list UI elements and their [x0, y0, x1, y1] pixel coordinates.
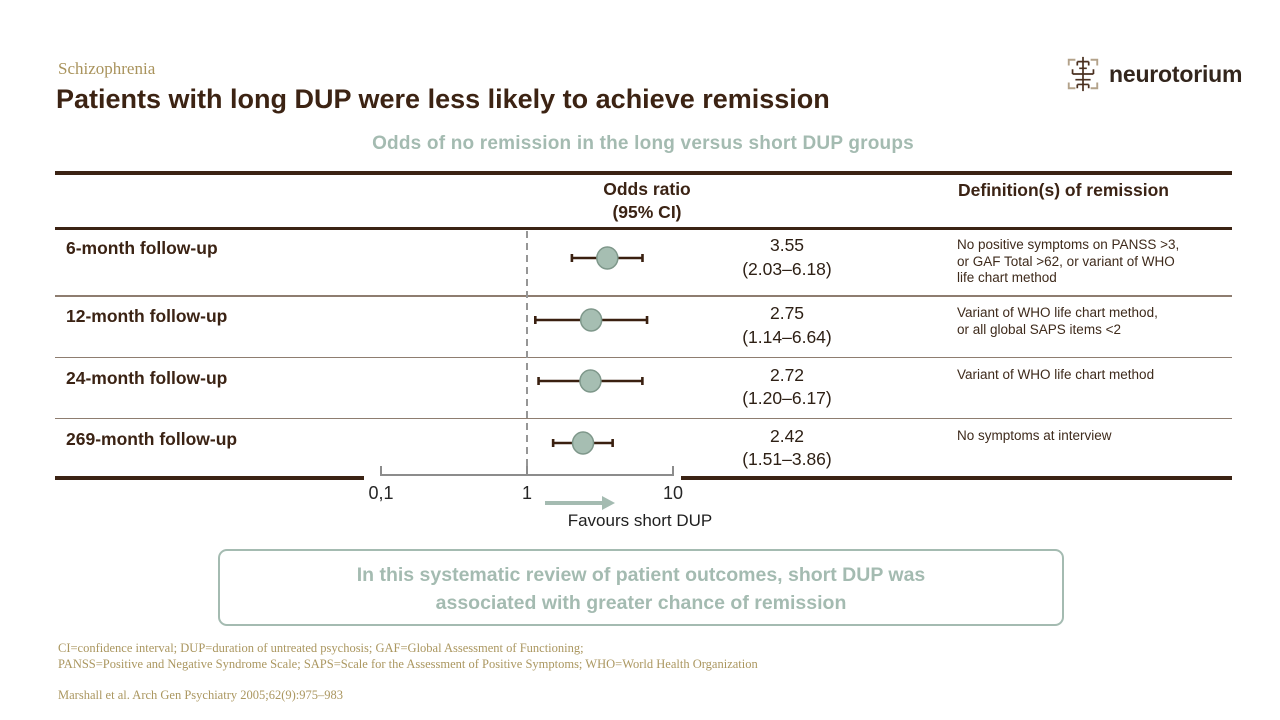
- row-separator: [55, 295, 1232, 297]
- x-tick-label: 1: [522, 483, 532, 503]
- odds-ratio-column-header: Odds ratio (95% CI): [603, 179, 691, 222]
- summary-line-1: In this systematic review of patient out…: [356, 564, 926, 586]
- row-label-1: 6-month follow-up: [66, 238, 218, 258]
- neurotorium-logo: neurotorium: [1064, 55, 1242, 93]
- definition-text-4: No symptoms at interview: [957, 427, 1112, 443]
- row-separator: [55, 356, 1232, 358]
- or-point: [571, 431, 595, 455]
- odds-ratio-value-1: 3.55 (2.03–6.18): [742, 235, 832, 279]
- x-axis: [380, 466, 674, 476]
- table-top-border: [55, 171, 1232, 175]
- definition-text-1: No positive symptoms on PANSS >3, or GAF …: [957, 237, 1180, 285]
- row-separator: [55, 417, 1232, 419]
- abbreviation-footnotes: CI=confidence interval; DUP=duration of …: [58, 641, 758, 671]
- or-point: [579, 369, 602, 393]
- row-label-2: 12-month follow-up: [66, 306, 228, 326]
- summary-line-2: associated with greater chance of remiss…: [435, 592, 847, 614]
- forest-plot: 0,1 1 10: [368, 231, 683, 510]
- x-tick-label: 0,1: [368, 483, 393, 503]
- odds-ratio-value-2: 2.75 (1.14–6.64): [742, 303, 832, 347]
- favours-arrow-head: [602, 496, 615, 510]
- or-point: [596, 246, 619, 270]
- odds-ratio-value-4: 2.42 (1.51–3.86): [742, 425, 832, 470]
- or-point: [579, 308, 603, 332]
- favours-direction-label: Favours short DUP: [567, 511, 713, 530]
- summary-box: In this systematic review of patient out…: [218, 549, 1064, 626]
- neurotorium-logo-icon: [1067, 56, 1099, 92]
- page-title: Patients with long DUP were less likely …: [56, 84, 830, 114]
- disease-eyebrow: Schizophrenia: [58, 59, 156, 78]
- definition-text-3: Variant of WHO life chart method: [957, 366, 1155, 382]
- table-bottom-border-right: [681, 476, 1232, 480]
- table-bottom-border-left: [55, 476, 364, 480]
- definition-text-2: Variant of WHO life chart method, or all …: [957, 305, 1158, 337]
- row-label-3: 24-month follow-up: [66, 367, 228, 388]
- chart-subtitle: Odds of no remission in the long versus …: [372, 133, 914, 154]
- citation: Marshall et al. Arch Gen Psychiatry 2005…: [58, 688, 344, 702]
- row-label-4: 269-month follow-up: [66, 428, 238, 449]
- x-tick-label: 10: [663, 483, 683, 503]
- odds-ratio-value-3: 2.72 (1.20–6.17): [742, 364, 832, 409]
- table-header-border: [55, 226, 1232, 230]
- neurotorium-logo-text: neurotorium: [1109, 60, 1243, 87]
- definition-column-header: Definition(s) of remission: [958, 180, 1169, 200]
